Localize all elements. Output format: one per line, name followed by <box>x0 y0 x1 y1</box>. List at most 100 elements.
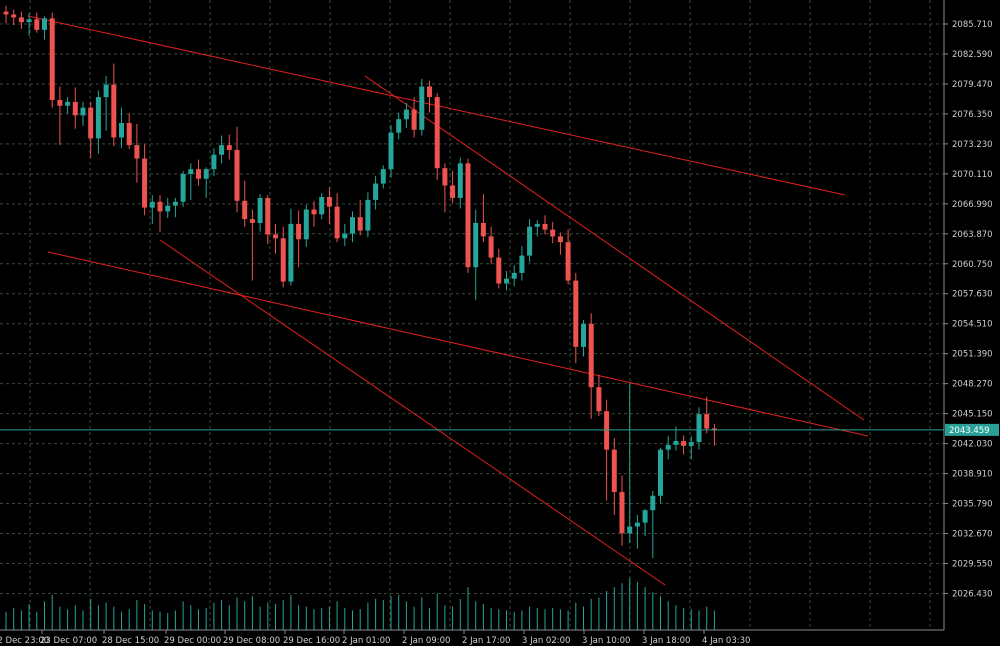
candlestick[interactable] <box>711 423 717 446</box>
candlestick[interactable] <box>126 113 132 149</box>
candlestick[interactable] <box>465 158 471 273</box>
candlestick[interactable] <box>319 193 325 220</box>
candlestick[interactable] <box>527 219 533 263</box>
candlestick[interactable] <box>280 226 286 288</box>
candlestick[interactable] <box>296 210 302 268</box>
candlestick[interactable] <box>72 87 78 129</box>
candlestick[interactable] <box>442 163 448 213</box>
candlestick[interactable] <box>242 180 248 227</box>
candlestick[interactable] <box>311 200 317 227</box>
candlestick[interactable] <box>396 112 402 140</box>
trendline[interactable] <box>159 239 666 586</box>
candlestick[interactable] <box>403 102 409 128</box>
candlestick[interactable] <box>49 12 55 108</box>
candlestick[interactable] <box>604 399 610 501</box>
candlestick[interactable] <box>342 223 348 246</box>
candlestick[interactable] <box>11 9 17 26</box>
candlestick[interactable] <box>3 5 9 24</box>
candlestick[interactable] <box>180 171 186 207</box>
candlestick[interactable] <box>203 167 209 198</box>
candlestick[interactable] <box>557 232 563 255</box>
candlestick[interactable] <box>26 13 32 36</box>
candlestick[interactable] <box>249 209 255 281</box>
candlestick[interactable] <box>511 265 517 287</box>
candlestick[interactable] <box>696 407 702 450</box>
candlestick[interactable] <box>211 148 217 176</box>
candlestick[interactable] <box>188 163 194 200</box>
candlestick[interactable] <box>627 383 633 543</box>
candlestick[interactable] <box>380 165 386 189</box>
candlestick[interactable] <box>419 78 425 136</box>
candlestick[interactable] <box>619 475 625 546</box>
candlestick[interactable] <box>650 490 656 559</box>
candlestick[interactable] <box>365 192 371 238</box>
candlestick[interactable] <box>673 426 679 451</box>
candlestick[interactable] <box>65 97 71 114</box>
trendlines[interactable] <box>27 15 869 586</box>
candlestick[interactable] <box>350 211 355 243</box>
candlestick[interactable] <box>326 187 332 224</box>
candlestick[interactable] <box>688 436 694 460</box>
candlestick[interactable] <box>450 171 456 203</box>
candlestick[interactable] <box>288 208 294 286</box>
candlestick[interactable] <box>57 86 63 146</box>
candlestick[interactable] <box>18 11 24 29</box>
candlestick[interactable] <box>142 144 148 216</box>
candlestick[interactable] <box>303 204 309 247</box>
candlestick[interactable] <box>34 12 40 33</box>
candlestick[interactable] <box>519 246 525 281</box>
candlestick[interactable] <box>226 134 232 160</box>
candlesticks[interactable] <box>3 5 717 559</box>
candlestick[interactable] <box>588 313 594 419</box>
candlestick[interactable] <box>80 101 86 126</box>
candlestick[interactable] <box>134 124 140 183</box>
candlestick[interactable] <box>334 193 340 243</box>
candlestick[interactable] <box>488 226 494 265</box>
price-axis[interactable]: 2088.8302085.7102082.5902079.4702076.350… <box>943 0 999 630</box>
candlestick[interactable] <box>265 195 271 245</box>
candlestick[interactable] <box>681 435 687 455</box>
candlestick[interactable] <box>149 195 155 224</box>
candlestick[interactable] <box>550 221 556 244</box>
candlestick[interactable] <box>542 215 548 235</box>
candlestick[interactable] <box>257 194 263 232</box>
candlestick[interactable] <box>634 514 640 549</box>
candlestick[interactable] <box>596 374 602 417</box>
candlestick[interactable] <box>103 75 109 131</box>
candlestick[interactable] <box>157 195 163 232</box>
candlestick[interactable] <box>88 101 94 158</box>
candlestick[interactable] <box>473 209 479 300</box>
candlestick[interactable] <box>658 447 663 504</box>
candlestick[interactable] <box>42 16 47 40</box>
candlestick[interactable] <box>411 97 417 138</box>
candlestick[interactable] <box>565 229 571 285</box>
candlestick[interactable] <box>573 272 579 364</box>
candlestick[interactable] <box>642 509 648 537</box>
candlestick[interactable] <box>357 199 363 236</box>
candlestick[interactable] <box>388 124 394 178</box>
candlestick[interactable] <box>119 107 124 149</box>
candlestick[interactable] <box>496 248 502 289</box>
candlestick[interactable] <box>196 159 201 186</box>
candlestick[interactable] <box>457 157 463 209</box>
candlestick[interactable] <box>480 194 486 243</box>
candlestick[interactable] <box>434 93 440 180</box>
candlestick[interactable] <box>504 270 509 291</box>
trendline[interactable] <box>364 75 865 421</box>
candlestick[interactable] <box>95 90 101 154</box>
candlestick[interactable] <box>704 396 710 434</box>
trendline[interactable] <box>47 251 869 437</box>
candlestick[interactable] <box>665 436 671 460</box>
candlestick[interactable] <box>373 175 379 210</box>
candlestick[interactable] <box>219 135 225 164</box>
candlestick[interactable] <box>611 438 617 515</box>
candlestick[interactable] <box>534 220 540 237</box>
candlestick[interactable] <box>172 197 178 218</box>
candlestick[interactable] <box>111 63 117 147</box>
candlestick[interactable] <box>165 197 171 219</box>
candlestick[interactable] <box>427 80 432 113</box>
candlestick[interactable] <box>581 319 586 357</box>
